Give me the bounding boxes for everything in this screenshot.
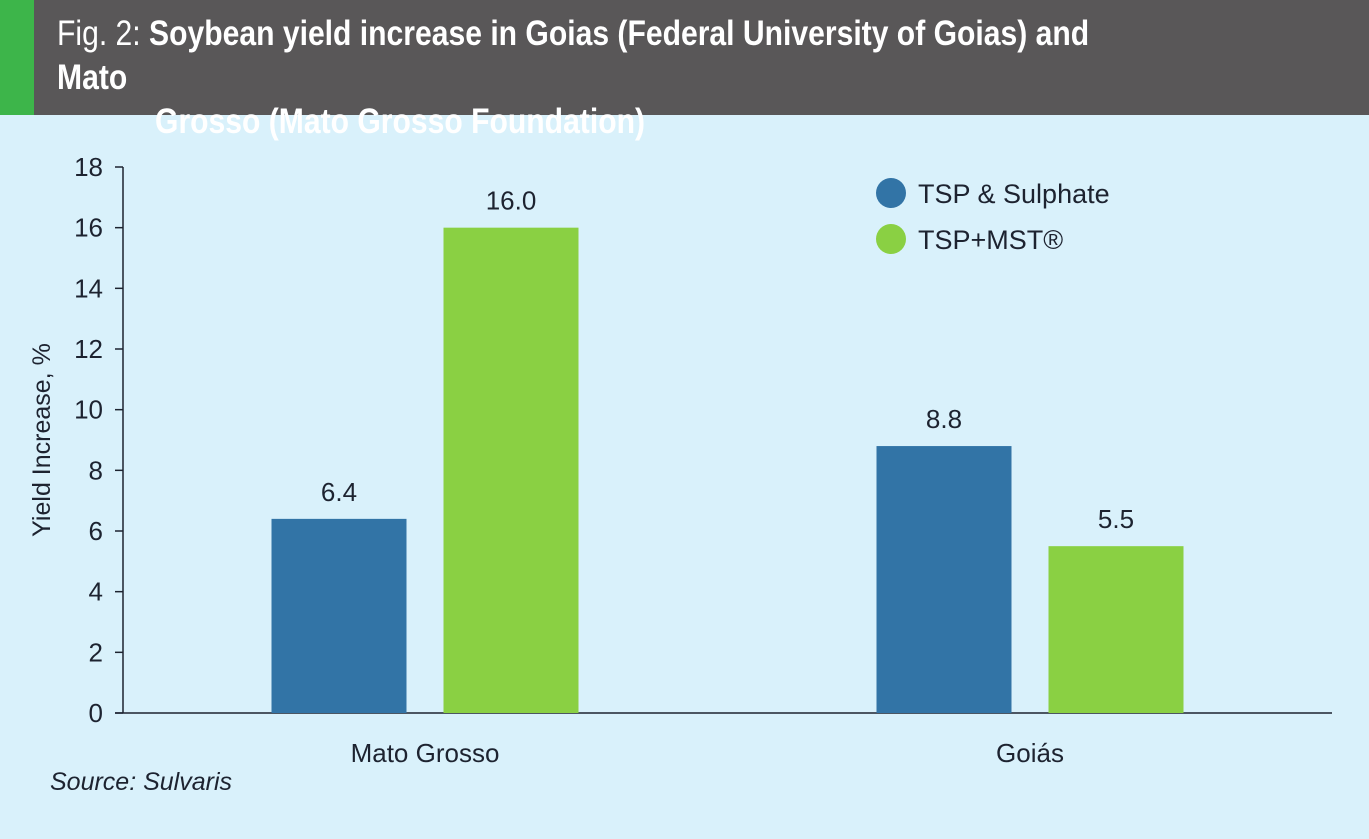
y-tick-label: 8 <box>89 455 103 485</box>
bar-tsp-sulphate-mato-grosso <box>271 518 407 713</box>
data-label: 16.0 <box>486 186 537 216</box>
data-label: 6.4 <box>321 477 357 507</box>
legend-label: TSP & Sulphate <box>918 179 1110 209</box>
bar-tsp-sulphate-goias <box>876 446 1012 713</box>
legend-marker-icon <box>876 178 906 208</box>
y-axis-title: Yield Increase, % <box>28 343 56 537</box>
y-tick-label: 4 <box>89 577 103 607</box>
data-label: 5.5 <box>1098 504 1134 534</box>
y-tick-label: 18 <box>74 152 103 182</box>
figure-number: Fig. 2: <box>57 14 141 53</box>
chart-legend: TSP & Sulphate TSP+MST® <box>876 178 1110 255</box>
figure-title-line2: Grosso (Mato Grosso Foundation) <box>155 102 645 141</box>
y-tick-label: 10 <box>74 395 103 425</box>
chart-bars <box>271 227 1184 713</box>
y-tick-label: 2 <box>89 637 103 667</box>
figure-header: Fig. 2: Soybean yield increase in Goias … <box>0 0 1369 141</box>
chart-axes: 0 2 4 6 8 10 12 14 16 18 Yield Increase, % <box>28 152 1332 728</box>
data-label: 8.8 <box>926 404 962 434</box>
y-tick-label: 16 <box>74 213 103 243</box>
x-category-label: Mato Grosso <box>351 738 500 768</box>
legend-label: TSP+MST® <box>918 225 1063 255</box>
chart-labels: 6.4 16.0 Mato Grosso 8.8 5.5 Goiás <box>321 186 1134 768</box>
bar-tsp-mst-mato-grosso <box>443 227 579 713</box>
source-note: Source: Sulvaris <box>50 768 233 796</box>
legend-marker-icon <box>876 224 906 254</box>
y-tick-label: 0 <box>89 698 103 728</box>
header-accent-bar <box>0 0 34 115</box>
y-tick-label: 6 <box>89 516 103 546</box>
y-tick-label: 12 <box>74 334 103 364</box>
figure-title: Fig. 2: Soybean yield increase in Goias … <box>57 12 1166 144</box>
x-category-label: Goiás <box>996 738 1064 768</box>
y-tick-label: 14 <box>74 273 103 303</box>
figure-title-line1: Soybean yield increase in Goias (Federal… <box>57 14 1090 97</box>
bar-tsp-mst-goias <box>1048 546 1184 713</box>
